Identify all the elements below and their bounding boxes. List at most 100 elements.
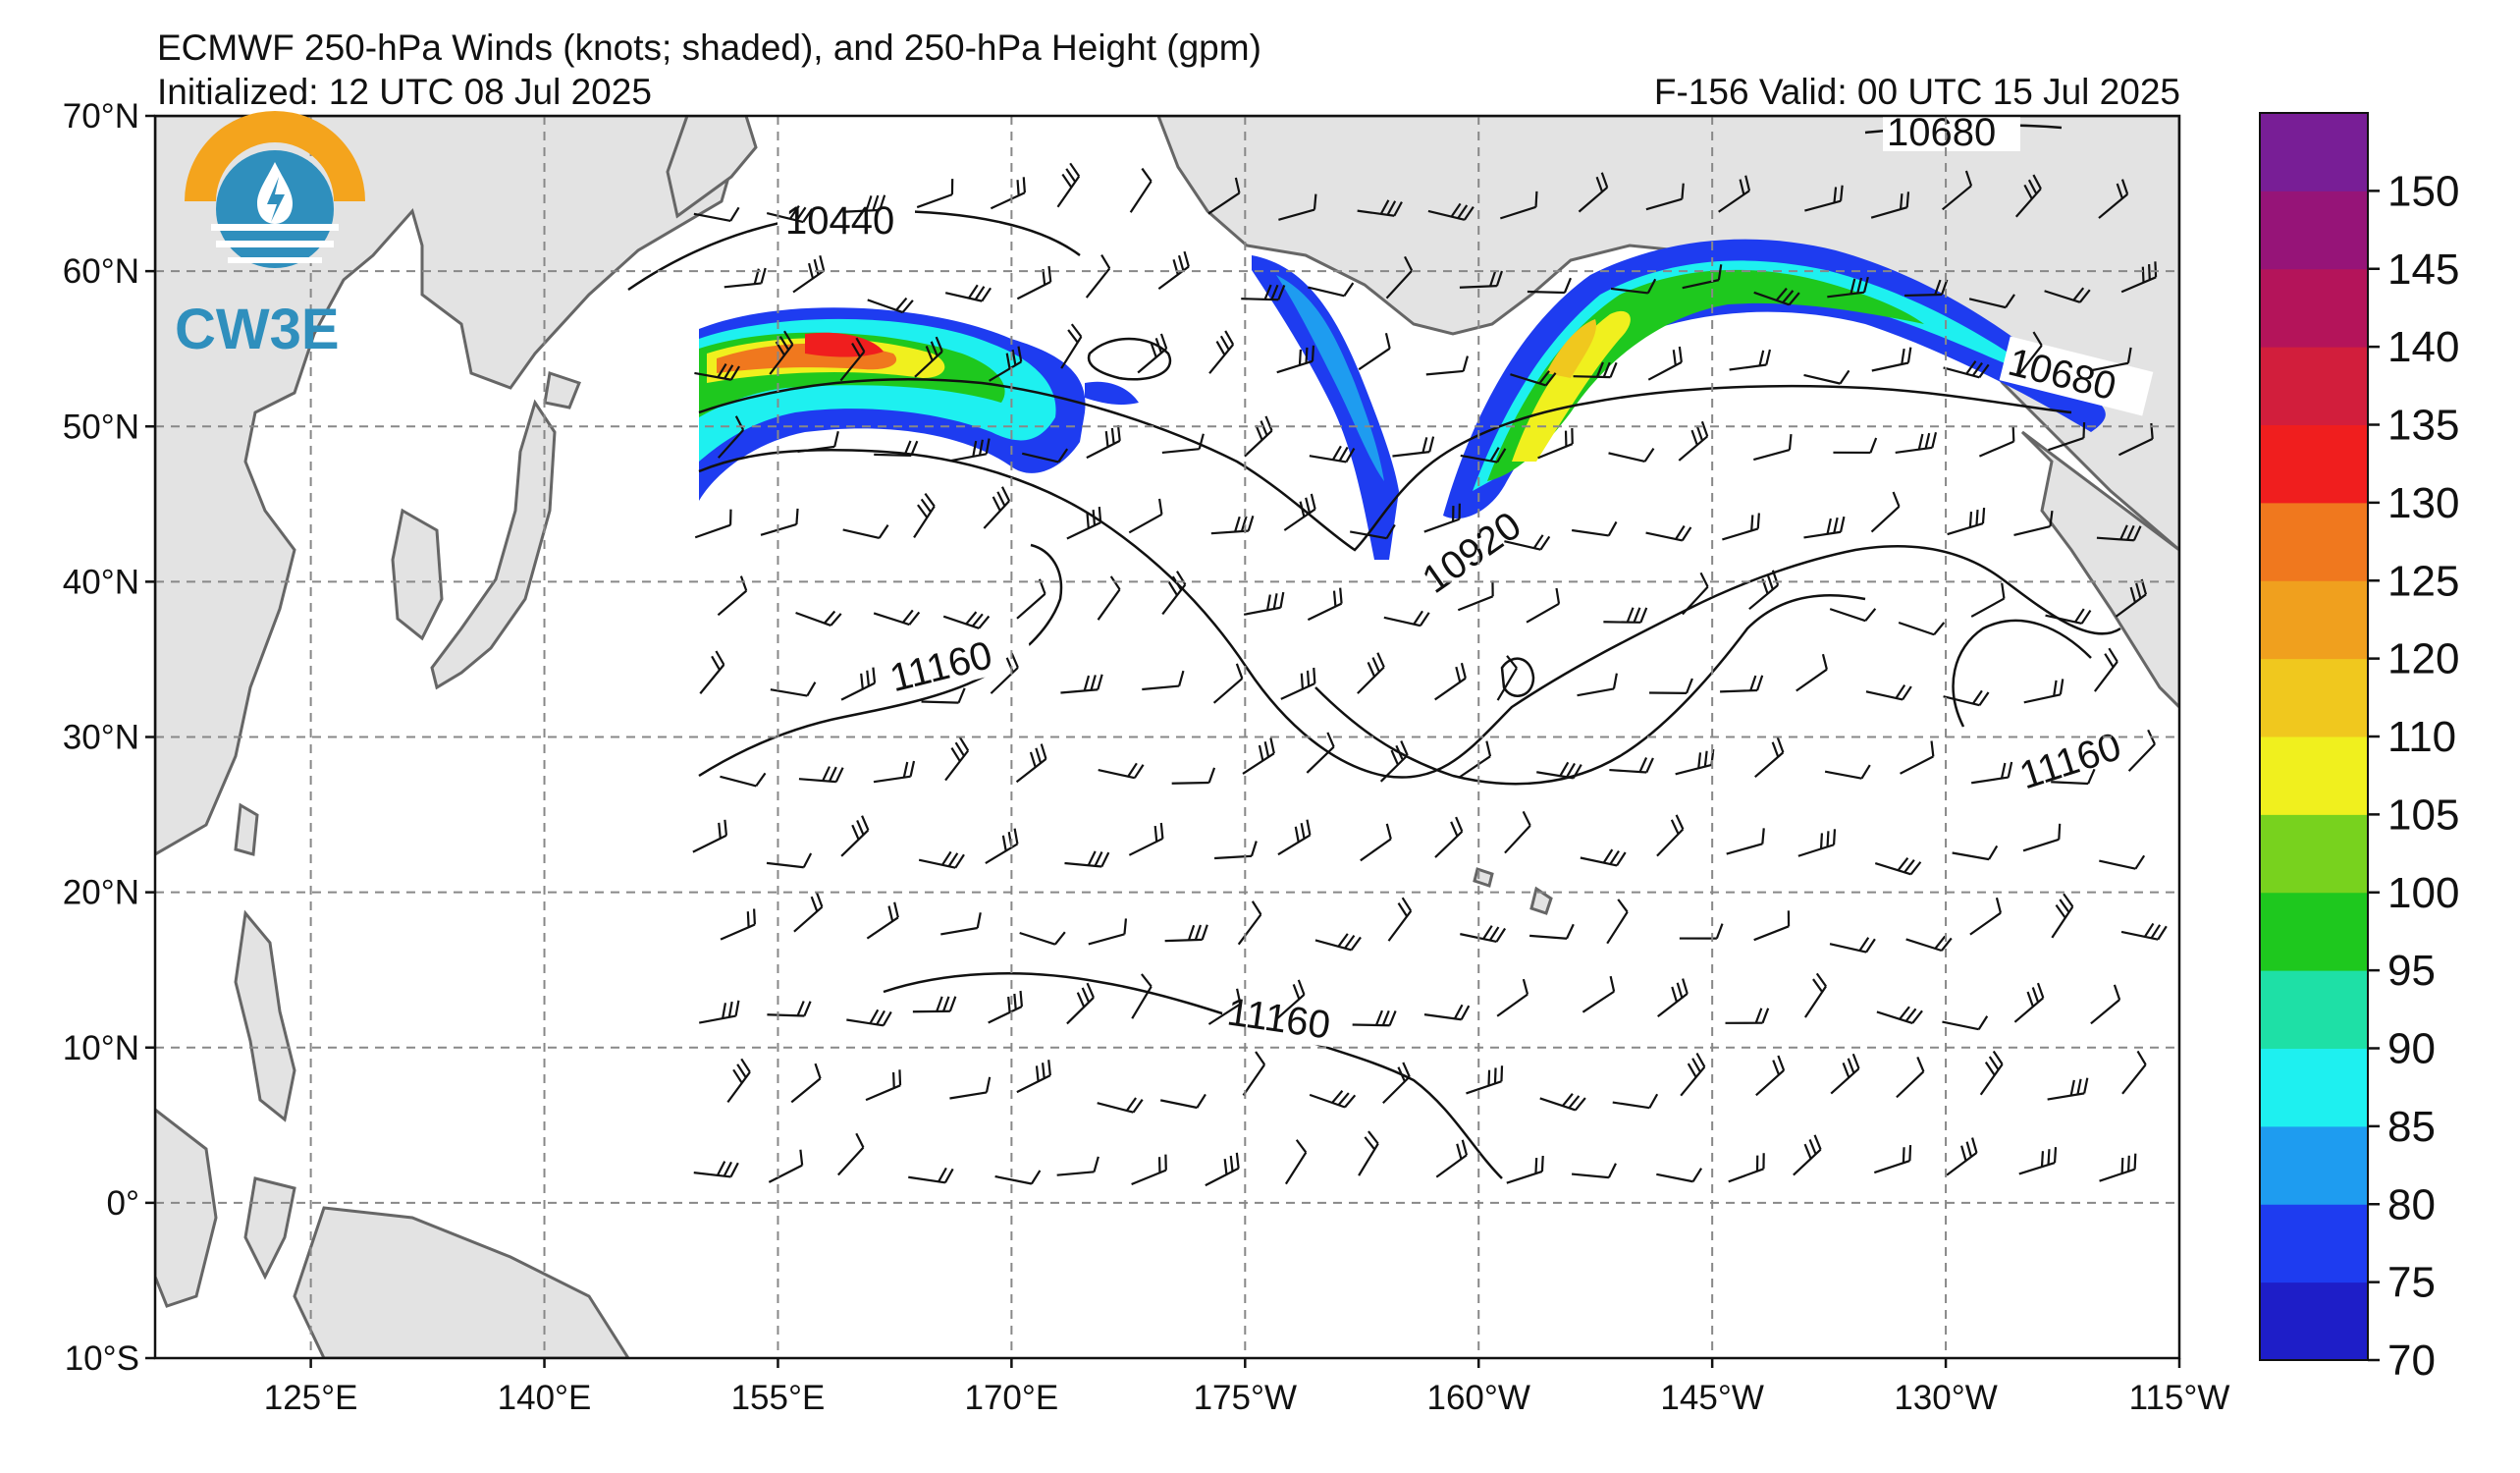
wind-barb [1946, 1137, 1978, 1176]
lat-label: 70°N [63, 97, 139, 136]
colorbar-swatch [2260, 424, 2368, 504]
colorbar-label: 105 [2387, 791, 2459, 839]
wind-barb [2017, 331, 2043, 376]
wind-barb [2090, 984, 2121, 1025]
colorbar-swatch [2260, 892, 2368, 971]
wind-barb [1606, 899, 1629, 945]
colorbar-swatch [2260, 970, 2368, 1049]
wind-barb [1942, 1015, 1989, 1031]
wind-barb [1539, 1093, 1586, 1112]
wind-barb [1021, 448, 1069, 464]
colorbar-label: 100 [2387, 869, 2459, 917]
wind-barb [867, 297, 914, 314]
jet-small-patch [1085, 381, 1139, 406]
wind-barb [1060, 323, 1083, 369]
wind-barb [1718, 175, 1751, 213]
wind-barb [1283, 493, 1316, 531]
contour-upper [698, 378, 2072, 552]
wind-barb [1314, 933, 1362, 952]
wind-barb [1275, 979, 1306, 1020]
wind-barb [1427, 202, 1474, 221]
wind-barb [717, 415, 745, 459]
wind-barb [1527, 277, 1572, 295]
wind-barb [1306, 732, 1335, 774]
lon-label: 130°W [1894, 1379, 1997, 1417]
colorbar-label: 80 [2387, 1180, 2436, 1228]
wind-barb [1755, 1055, 1786, 1097]
wind-barb [1171, 767, 1216, 785]
init-time: Initialized: 12 UTC 08 Jul 2025 [157, 72, 652, 112]
wind-barb [1803, 972, 1827, 1018]
wind-barb [1657, 978, 1689, 1018]
wind-barb [989, 346, 1023, 382]
wind-barb [1829, 608, 1877, 623]
wind-barb [912, 996, 957, 1013]
wind-barb [2013, 511, 2054, 537]
wind-barb [717, 575, 748, 617]
wind-barb [908, 1167, 954, 1184]
wind-barb [1529, 923, 1575, 940]
lon-label: 155°E [731, 1379, 826, 1417]
wind-barb [1161, 433, 1205, 455]
wind-barb [793, 892, 824, 933]
wind-barb [1358, 1130, 1379, 1176]
wind-barb [1357, 199, 1403, 217]
wind-barb [692, 819, 728, 853]
wind-barb [1504, 810, 1531, 854]
contour-closed-hawaii [1500, 657, 1535, 697]
asia-landmass [155, 116, 748, 856]
wind-shading [699, 239, 2106, 560]
wind-barb [1097, 1097, 1144, 1114]
wind-barbs [692, 162, 2168, 1187]
taiwan [234, 802, 259, 856]
wind-barb [699, 650, 725, 694]
wind-barb [2121, 1050, 2147, 1095]
wind-barb [1970, 582, 2006, 618]
colorbar: 70 75 80 85 90 95 100 105 110 120 125 130 135 140 145 1… [2259, 112, 2459, 1385]
wind-barb [2014, 174, 2042, 218]
wind-barb [2048, 422, 2086, 452]
cw3e-logo: CW3E [175, 111, 365, 361]
jet-east-120 [1546, 319, 1596, 378]
colorbar-label: 130 [2387, 479, 2459, 527]
wind-barb [1098, 762, 1145, 780]
wind-barb [1244, 415, 1273, 458]
wind-barb [942, 611, 991, 629]
wind-barb [1277, 819, 1312, 856]
wind-barb [1379, 740, 1409, 783]
lat-label: 50°N [63, 408, 139, 446]
wind-barb [1128, 822, 1164, 856]
wind-barb [1941, 170, 1973, 211]
colorbar-swatch [2260, 502, 2368, 581]
wind-barb [1898, 621, 1946, 636]
wind-barb [1309, 445, 1356, 464]
wind-barb [1753, 910, 1791, 942]
lat-label: 10°S [65, 1339, 139, 1378]
wind-barb [1066, 507, 1102, 540]
wind-barb [1309, 1090, 1357, 1109]
wind-barb [693, 206, 740, 223]
wind-barb [1571, 1163, 1617, 1179]
wind-barb [1656, 814, 1685, 857]
wind-barb [693, 1161, 739, 1178]
wind-barb [1722, 513, 1760, 541]
wind-barb [1678, 420, 1709, 462]
wind-barb [1496, 978, 1529, 1017]
lat-label: 40°N [63, 563, 139, 601]
wind-barb [1085, 253, 1111, 299]
new-guinea [293, 1206, 630, 1358]
wind-barb [1978, 425, 2015, 458]
jet-east-95 [1487, 269, 1924, 481]
wind-barb [1506, 1155, 1544, 1184]
logo-bolt-icon [267, 177, 285, 222]
longitude-axis: 125°E 140°E 155°E 170°E 175°W 160°W 145°W 130°W… [264, 1358, 2229, 1417]
wind-barb [873, 609, 921, 627]
wind-barb [1349, 523, 1396, 540]
wind-barb [694, 363, 740, 381]
wind-barb [1571, 520, 1618, 537]
philippines [234, 909, 296, 1122]
jet-central-inner [1276, 275, 1384, 481]
wind-barb [1383, 610, 1430, 627]
wind-barb [770, 682, 817, 697]
